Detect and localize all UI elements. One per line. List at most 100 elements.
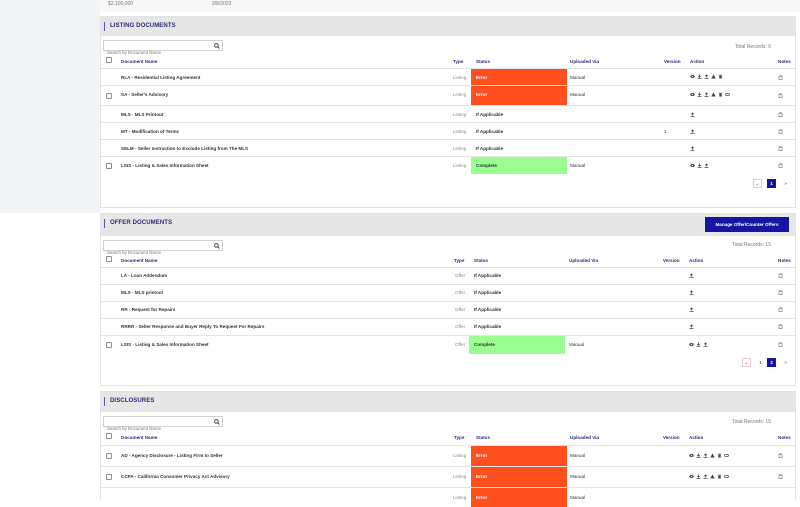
upload-icon[interactable] — [690, 146, 695, 151]
clipboard-icon[interactable] — [778, 129, 783, 134]
upload-icon[interactable] — [704, 74, 709, 79]
table-row[interactable]: Listing Error Manual — [101, 487, 795, 507]
table-row[interactable]: RRRR - Seller Response and Buyer Reply T… — [101, 318, 795, 335]
clipboard-icon[interactable] — [778, 112, 783, 117]
table-row[interactable]: LA - Loan Addendum Offer If Applicable — [101, 267, 795, 284]
search-icon[interactable] — [212, 41, 222, 50]
row-checkbox[interactable] — [106, 453, 112, 459]
document-name[interactable]: LSIS - Listing & Sales Information Sheet — [121, 342, 209, 347]
eye-icon[interactable] — [689, 453, 694, 458]
pager-page-current[interactable]: 1 — [767, 179, 776, 188]
eye-icon[interactable] — [690, 163, 695, 168]
clipboard-icon[interactable] — [778, 324, 783, 329]
upload-icon[interactable] — [690, 112, 695, 117]
clipboard-icon[interactable] — [778, 453, 783, 458]
document-name[interactable]: SA - Seller's Advisory — [121, 92, 169, 97]
col-document-name: Document Name — [121, 435, 158, 440]
clipboard-icon[interactable] — [778, 75, 783, 80]
download-icon[interactable] — [697, 163, 702, 168]
search-input[interactable] — [104, 48, 208, 57]
col-uploaded-via: Uploaded Via — [570, 435, 600, 440]
table-row[interactable]: SA - Seller's Advisory Listing Error Man… — [101, 85, 795, 105]
document-name[interactable]: RR - Request for Repairs — [121, 307, 176, 312]
document-name[interactable]: MLS - MLS Printout — [121, 112, 164, 117]
upload-icon[interactable] — [704, 92, 709, 97]
pager-next[interactable]: » — [784, 181, 787, 186]
document-name[interactable]: SELM - Seller Instruction to Exclude Lis… — [121, 146, 249, 151]
clipboard-icon[interactable] — [778, 273, 783, 278]
document-name[interactable]: LSIS - Listing & Sales Information Sheet — [121, 163, 209, 168]
pager-page-current[interactable]: 2 — [767, 358, 776, 367]
upload-icon[interactable] — [703, 474, 708, 479]
search-icon[interactable] — [212, 241, 222, 250]
select-all-checkbox[interactable] — [106, 433, 112, 439]
trash-icon[interactable] — [718, 92, 723, 97]
document-name[interactable]: RRRR - Seller Response and Buyer Reply T… — [121, 324, 265, 329]
warning-icon[interactable] — [711, 92, 716, 97]
table-row[interactable]: AD - Agency Disclosure - Listing Firm to… — [101, 445, 795, 466]
eye-icon[interactable] — [689, 342, 694, 347]
clipboard-icon[interactable] — [778, 146, 783, 151]
warning-icon[interactable] — [711, 74, 716, 79]
clipboard-icon[interactable] — [778, 307, 783, 312]
table-row[interactable]: LSIS - Listing & Sales Information Sheet… — [101, 335, 795, 354]
search-icon[interactable] — [212, 417, 222, 426]
document-name[interactable]: MLS - MLS printout — [121, 290, 164, 295]
upload-icon[interactable] — [703, 453, 708, 458]
row-checkbox[interactable] — [106, 342, 112, 348]
document-name[interactable]: RLA - Residential Listing Agreement — [121, 75, 201, 80]
link-icon[interactable] — [724, 474, 729, 479]
clipboard-icon[interactable] — [778, 93, 783, 98]
upload-icon[interactable] — [689, 290, 694, 295]
trash-icon[interactable] — [718, 74, 723, 79]
warning-icon[interactable] — [710, 474, 715, 479]
upload-icon[interactable] — [690, 129, 695, 134]
table-row[interactable]: RLA - Residential Listing Agreement List… — [101, 68, 795, 85]
clipboard-icon[interactable] — [778, 342, 783, 347]
pager-page-1[interactable]: 1 — [759, 360, 762, 365]
download-icon[interactable] — [696, 453, 701, 458]
upload-icon[interactable] — [703, 342, 708, 347]
upload-icon[interactable] — [689, 307, 694, 312]
upload-icon[interactable] — [689, 324, 694, 329]
select-all-checkbox[interactable] — [106, 256, 112, 262]
table-row[interactable]: CCPA - California Consumer Privacy Act A… — [101, 466, 795, 487]
eye-icon[interactable] — [689, 474, 694, 479]
clipboard-icon[interactable] — [778, 474, 783, 479]
search-input[interactable] — [104, 424, 208, 433]
pager-prev[interactable]: « — [742, 358, 751, 367]
download-icon[interactable] — [697, 74, 702, 79]
table-row[interactable]: MT - Modification of Terms Listing If Ap… — [101, 122, 795, 139]
table-row[interactable]: RR - Request for Repairs Offer If Applic… — [101, 301, 795, 318]
pager-next[interactable]: » — [784, 360, 787, 365]
clipboard-icon[interactable] — [778, 163, 783, 168]
table-row[interactable]: MLS - MLS printout Offer If Applicable — [101, 284, 795, 301]
row-checkbox[interactable] — [106, 474, 112, 480]
upload-icon[interactable] — [704, 163, 709, 168]
trash-icon[interactable] — [717, 453, 722, 458]
download-icon[interactable] — [696, 342, 701, 347]
select-all-checkbox[interactable] — [106, 57, 112, 63]
download-icon[interactable] — [697, 92, 702, 97]
download-icon[interactable] — [696, 474, 701, 479]
document-name[interactable]: MT - Modification of Terms — [121, 129, 180, 134]
row-checkbox[interactable] — [106, 163, 112, 169]
manage-offer-button[interactable]: Manage Offer/Counter Offers — [705, 217, 789, 232]
table-row[interactable]: MLS - MLS Printout Listing If Applicable — [101, 105, 795, 122]
trash-icon[interactable] — [717, 474, 722, 479]
document-name[interactable]: AD - Agency Disclosure - Listing Firm to… — [121, 453, 223, 458]
row-checkbox[interactable] — [106, 93, 112, 99]
document-name[interactable]: CCPA - California Consumer Privacy Act A… — [121, 474, 230, 479]
table-row[interactable]: LSIS - Listing & Sales Information Sheet… — [101, 156, 795, 174]
eye-icon[interactable] — [690, 92, 695, 97]
eye-icon[interactable] — [690, 74, 695, 79]
document-name[interactable]: LA - Loan Addendum — [121, 273, 168, 278]
warning-icon[interactable] — [710, 453, 715, 458]
link-icon[interactable] — [724, 453, 729, 458]
link-icon[interactable] — [725, 92, 730, 97]
table-row[interactable]: SELM - Seller Instruction to Exclude Lis… — [101, 139, 795, 156]
upload-icon[interactable] — [689, 273, 694, 278]
pager-prev[interactable]: « — [753, 179, 762, 188]
clipboard-icon[interactable] — [778, 290, 783, 295]
search-input[interactable] — [104, 248, 208, 257]
